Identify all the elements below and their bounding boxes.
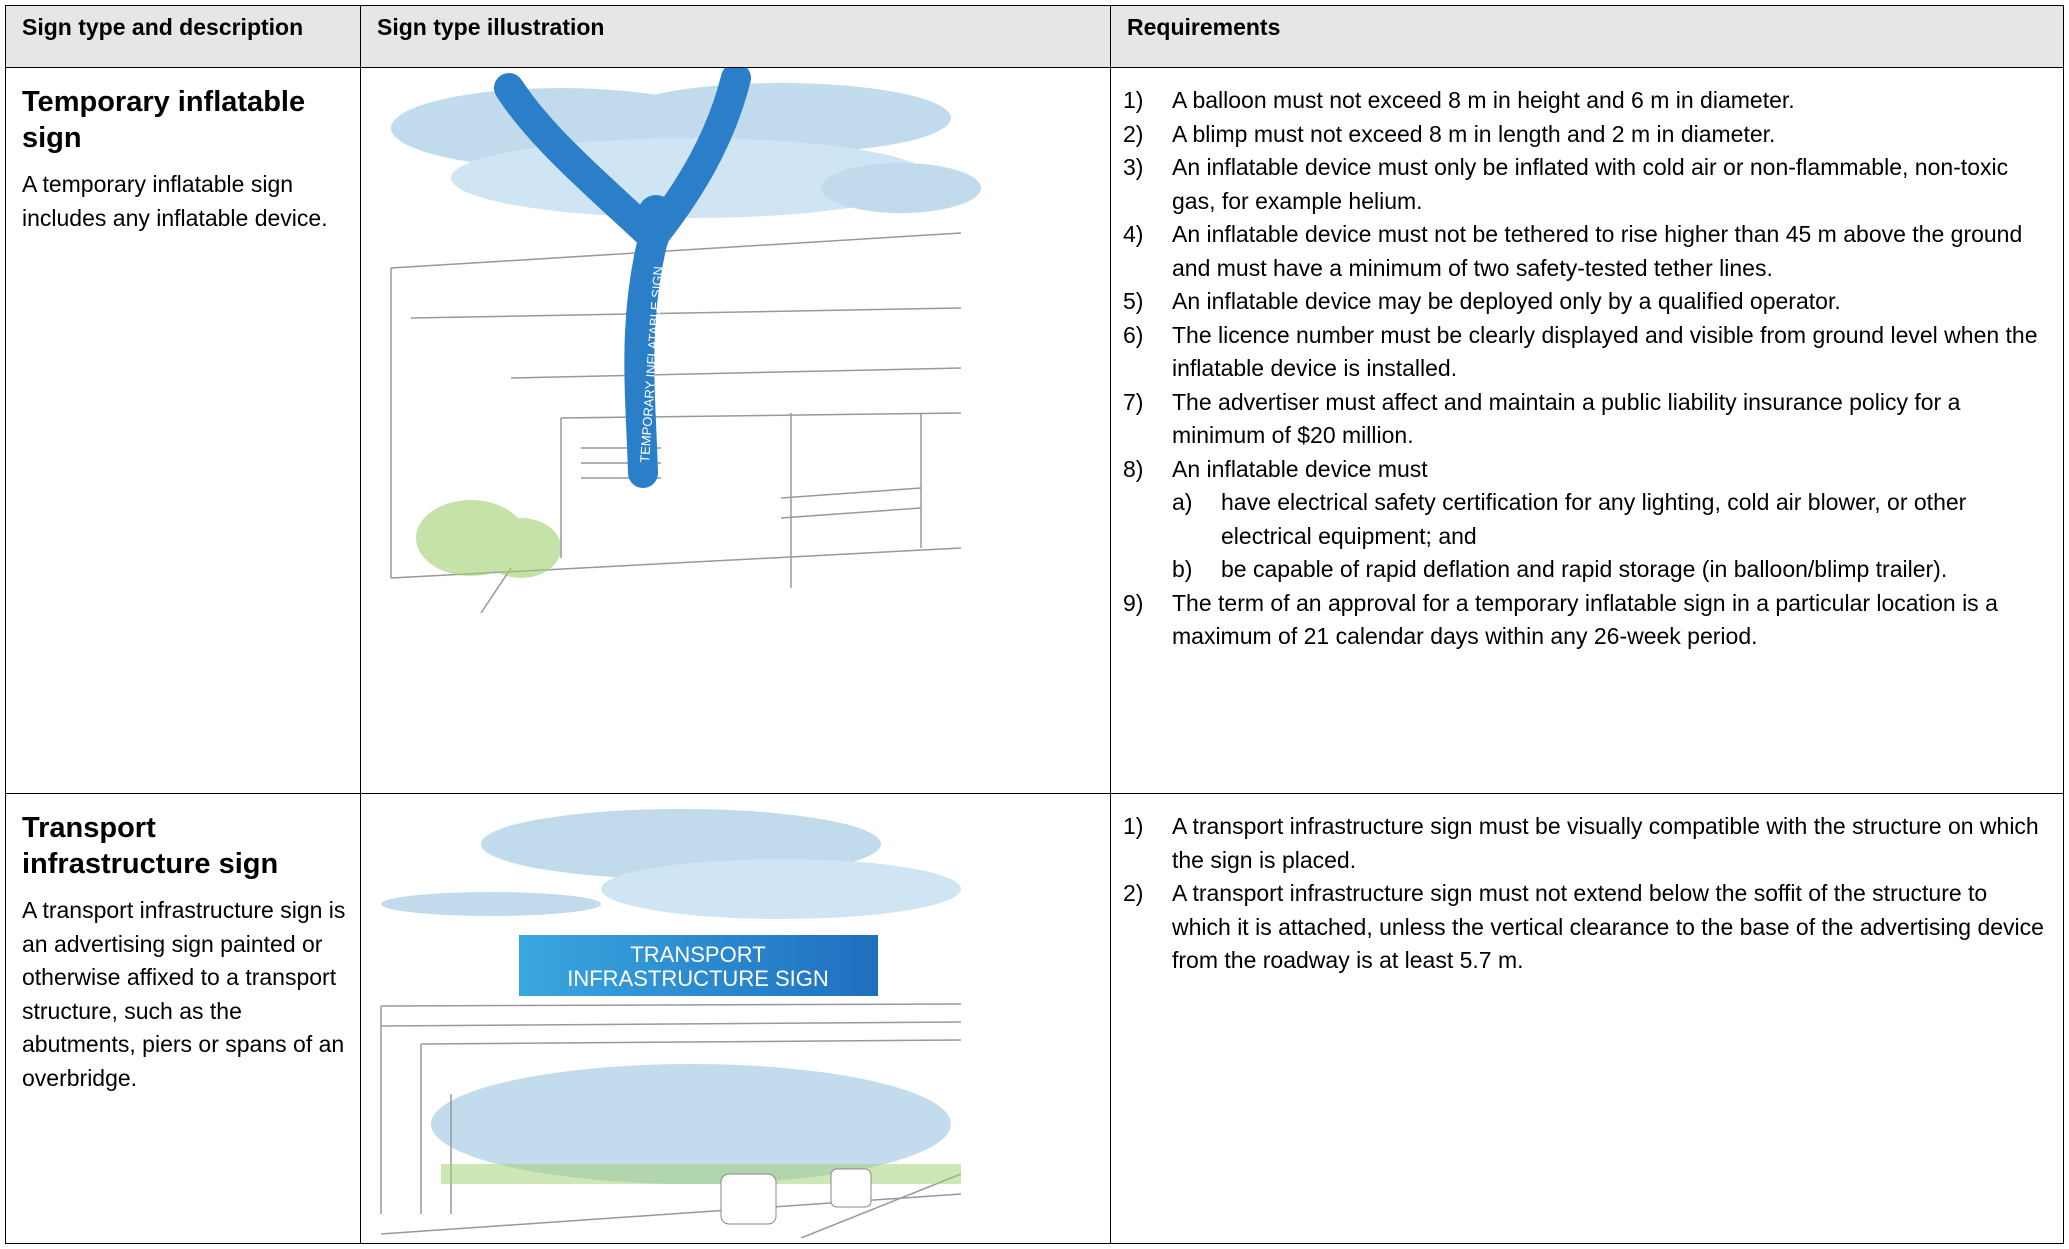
item-text: An inflatable device must bbox=[1172, 455, 1428, 482]
list-item: 4) An inflatable device must not be tethe… bbox=[1123, 218, 2051, 285]
item-number: a) bbox=[1172, 489, 1193, 515]
item-number: 5) bbox=[1123, 288, 1144, 314]
bush bbox=[416, 500, 561, 578]
list-item: 6) The licence number must be clearly dis… bbox=[1123, 319, 2051, 386]
sky bbox=[381, 809, 961, 1184]
item-number: 1) bbox=[1123, 87, 1144, 113]
item-number: 2) bbox=[1123, 120, 1144, 147]
requirements-cell: 1) A transport infrastructure sign must b… bbox=[1110, 793, 2064, 1244]
illustration-label: TRANSPORT bbox=[630, 942, 765, 967]
trees bbox=[441, 1164, 961, 1184]
requirements-list: 1) A transport infrastructure sign must b… bbox=[1123, 810, 2051, 978]
item-number: 4) bbox=[1123, 221, 1144, 247]
transport-illustration: TRANSPORT INFRASTRUCTURE SIGN bbox=[380, 809, 962, 1239]
illustration-cell: TRANSPORT INFRASTRUCTURE SIGN bbox=[360, 793, 1111, 1244]
list-item: 8) An inflatable device must bbox=[1123, 453, 2051, 487]
item-number: 8) bbox=[1123, 455, 1144, 482]
overbridge bbox=[380, 1003, 962, 1239]
item-text: The licence number must be clearly displ… bbox=[1172, 321, 2038, 382]
item-number: b) bbox=[1172, 556, 1193, 582]
item-number: 3) bbox=[1123, 154, 1144, 180]
table-row: Temporary inflatable sign A temporary in… bbox=[5, 63, 2064, 794]
list-item: 9) The term of an approval for a temporar… bbox=[1123, 587, 2051, 654]
item-text: The advertiser must affect and maintain … bbox=[1172, 388, 1961, 449]
cars bbox=[720, 1168, 872, 1225]
item-text: A balloon must not exceed 8 m in height … bbox=[1172, 87, 1795, 113]
description-cell: Temporary inflatable sign A temporary in… bbox=[5, 67, 361, 794]
illustration-label: INFRASTRUCTURE SIGN bbox=[567, 966, 829, 991]
item-text: A transport infrastructure sign must be … bbox=[1172, 813, 2039, 873]
requirements-cell: 1) A balloon must not exceed 8 m in heigh… bbox=[1110, 67, 2064, 794]
header-cell: Requirements bbox=[1110, 5, 2064, 68]
header-cell: Sign type illustration bbox=[360, 5, 1111, 68]
list-item: 3) An inflatable device must only be infl… bbox=[1123, 151, 2051, 218]
illustration-cell: TEMPORARY INFLATABLE SIGN bbox=[360, 63, 1111, 794]
list-item: a) have electrical safety certification f… bbox=[1172, 486, 2051, 553]
table-row: Transport infrastructure sign A transpor… bbox=[5, 793, 2064, 1244]
list-item: 7) The advertiser must affect and maintai… bbox=[1123, 386, 2051, 453]
item-number: 2) bbox=[1123, 880, 1144, 906]
list-item: 1) A transport infrastructure sign must b… bbox=[1123, 810, 2051, 877]
item-text: A blimp must not exceed 8 m in length an… bbox=[1172, 120, 1776, 147]
list-item: 2) A blimp must not exceed 8 m in length … bbox=[1123, 118, 2051, 152]
list-item: b) be capable of rapid deflation and rapi… bbox=[1172, 553, 2051, 587]
list-item: 2) A transport infrastructure sign must n… bbox=[1123, 877, 2051, 978]
header-row: Sign type and description Sign type illu… bbox=[5, 5, 2064, 68]
item-text: A transport infrastructure sign must not… bbox=[1172, 880, 2044, 973]
list-item: 5) An inflatable device may be deployed o… bbox=[1123, 285, 2051, 319]
item-text: An inflatable device must only be inflat… bbox=[1172, 154, 2009, 214]
sign-table: Sign type and description Sign type illu… bbox=[5, 5, 2064, 1244]
item-number: 6) bbox=[1123, 321, 1144, 348]
item-number: 7) bbox=[1123, 388, 1144, 415]
inflatable-head bbox=[638, 195, 674, 231]
sign-description: A transport infrastructure sign is an ad… bbox=[22, 897, 346, 1091]
inflatable-illustration: TEMPORARY INFLATABLE SIGN bbox=[390, 63, 981, 614]
item-text: The term of an approval for a temporary … bbox=[1172, 589, 1998, 650]
item-text: be capable of rapid deflation and rapid … bbox=[1221, 556, 1948, 582]
item-number: 9) bbox=[1123, 589, 1144, 616]
item-text: An inflatable device must not be tethere… bbox=[1172, 221, 2023, 281]
item-text: have electrical safety certification for… bbox=[1221, 489, 1967, 549]
sign-title: Transport infrastructure sign bbox=[22, 812, 279, 880]
requirements-list: 1) A balloon must not exceed 8 m in heigh… bbox=[1123, 84, 2051, 654]
sign-panel bbox=[519, 935, 878, 996]
item-number: 1) bbox=[1123, 813, 1144, 839]
list-item: 1) A balloon must not exceed 8 m in heigh… bbox=[1123, 84, 2051, 118]
description-cell: Transport infrastructure sign A transpor… bbox=[5, 793, 361, 1244]
header-cell: Sign type and description bbox=[5, 5, 361, 68]
item-text: An inflatable device may be deployed onl… bbox=[1172, 288, 1841, 314]
sign-title: Temporary inflatable sign bbox=[22, 86, 306, 154]
sign-description: A temporary inflatable sign includes any… bbox=[22, 171, 328, 231]
